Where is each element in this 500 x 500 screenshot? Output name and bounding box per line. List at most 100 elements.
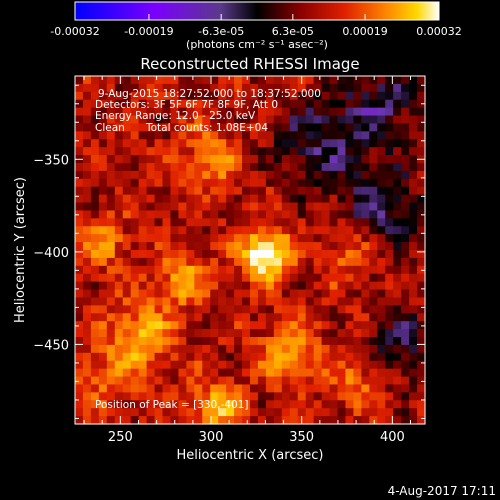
- heatmap-cell: [90, 313, 100, 322]
- heatmap-cell: [377, 123, 386, 132]
- heatmap-cell: [138, 163, 148, 172]
- heatmap-cell: [377, 400, 386, 409]
- heatmap-cell: [178, 313, 187, 322]
- heatmap-cell: [82, 155, 92, 164]
- heatmap-cell: [385, 210, 394, 219]
- heatmap-cell: [210, 107, 219, 117]
- heatmap-cell: [401, 210, 410, 219]
- heatmap-cell: [337, 170, 347, 180]
- heatmap-cell: [90, 202, 100, 212]
- heatmap-cell: [257, 337, 267, 346]
- heatmap-cell: [226, 250, 235, 259]
- heatmap-cell: [242, 265, 251, 275]
- heatmap-cell: [337, 368, 347, 378]
- heatmap-cell: [130, 416, 140, 425]
- heatmap-cell: [385, 218, 394, 227]
- heatmap-cell: [138, 76, 148, 85]
- heatmap-cell: [353, 257, 362, 267]
- heatmap-cell: [90, 115, 100, 125]
- heatmap-cell: [82, 234, 92, 243]
- heatmap-cell: [401, 218, 410, 227]
- heatmap-cell: [393, 202, 402, 212]
- heatmap-cell: [265, 289, 275, 299]
- heatmap-cell: [226, 273, 235, 283]
- heatmap-cell: [409, 194, 418, 204]
- heatmap-cell: [146, 210, 156, 219]
- heatmap-cell: [106, 123, 116, 132]
- heatmap-cell: [82, 226, 92, 235]
- heatmap-cell: [210, 352, 219, 362]
- heatmap-cell: [218, 289, 227, 299]
- heatmap-cell: [265, 265, 275, 275]
- heatmap-cell: [218, 416, 227, 425]
- heatmap-cell: [170, 289, 179, 299]
- heatmap-cell: [75, 321, 84, 330]
- heatmap-cell: [401, 178, 410, 188]
- heatmap-cell: [297, 147, 307, 156]
- heatmap-cell: [417, 170, 426, 180]
- heatmap-cell: [138, 344, 148, 354]
- heatmap-cell: [138, 265, 148, 275]
- heatmap-cell: [178, 416, 187, 425]
- heatmap-cell: [321, 123, 331, 132]
- heatmap-cell: [162, 344, 172, 354]
- heatmap-cell: [250, 242, 259, 251]
- heatmap-cell: [329, 234, 339, 243]
- heatmap-cell: [242, 360, 251, 370]
- heatmap-cell: [122, 178, 132, 188]
- heatmap-cell: [409, 337, 418, 346]
- heatmap-cell: [369, 321, 378, 330]
- heatmap-cell: [226, 234, 235, 243]
- heatmap-cell: [369, 242, 378, 251]
- heatmap-cell: [313, 273, 323, 283]
- heatmap-cell: [106, 313, 116, 322]
- heatmap-cell: [218, 76, 227, 85]
- heatmap-cell: [90, 83, 100, 93]
- heatmap-cell: [313, 360, 323, 370]
- heatmap-cell: [273, 368, 283, 378]
- x-tick-label: 250: [108, 430, 133, 445]
- heatmap-cell: [250, 376, 259, 386]
- heatmap-cell: [281, 352, 291, 362]
- heatmap-cell: [162, 273, 172, 283]
- heatmap-cell: [385, 408, 394, 417]
- heatmap-cell: [345, 123, 354, 132]
- heatmap-cell: [305, 226, 315, 235]
- heatmap-cell: [162, 289, 172, 299]
- heatmap-cell: [154, 155, 164, 164]
- heatmap-cell: [361, 147, 370, 156]
- heatmap-cell: [417, 384, 426, 393]
- heatmap-cell: [98, 163, 108, 172]
- annotation-detectors: Detectors: 3F 5F 6F 7F 8F 9F, Att 0: [95, 99, 278, 111]
- heatmap-cell: [345, 313, 354, 322]
- heatmap-cell: [146, 194, 156, 204]
- heatmap-cell: [138, 329, 148, 338]
- heatmap-cell: [90, 186, 100, 196]
- heatmap-cell: [250, 400, 259, 409]
- heatmap-cell: [369, 360, 378, 370]
- heatmap-cell: [250, 186, 259, 196]
- heatmap-cell: [321, 178, 331, 188]
- heatmap-cell: [289, 297, 299, 306]
- heatmap-cell: [377, 297, 386, 306]
- heatmap-cell: [210, 163, 219, 172]
- heatmap-cell: [417, 337, 426, 346]
- heatmap-cell: [361, 155, 370, 164]
- heatmap-cell: [250, 123, 259, 132]
- heatmap-cell: [194, 321, 203, 330]
- heatmap-cell: [273, 226, 283, 235]
- heatmap-cell: [393, 99, 402, 109]
- heatmap-cell: [289, 131, 299, 140]
- heatmap-cell: [194, 99, 203, 109]
- heatmap-cell: [393, 368, 402, 378]
- heatmap-cell: [281, 408, 291, 417]
- heatmap-cell: [170, 163, 179, 172]
- heatmap-cell: [98, 400, 108, 409]
- heatmap-cell: [289, 392, 299, 401]
- heatmap-cell: [265, 139, 275, 148]
- heatmap-cell: [329, 210, 339, 219]
- heatmap-cell: [90, 226, 100, 235]
- heatmap-cell: [194, 178, 203, 188]
- heatmap-cell: [138, 416, 148, 425]
- heatmap-cell: [162, 76, 172, 85]
